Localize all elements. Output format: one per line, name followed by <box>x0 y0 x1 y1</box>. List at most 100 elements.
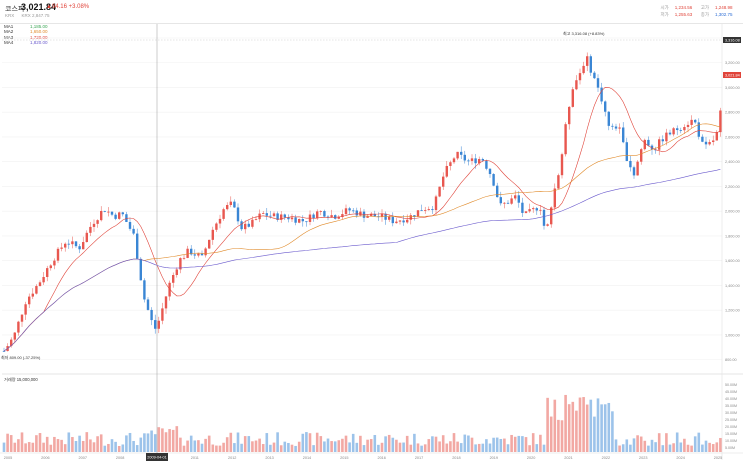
candle-body <box>510 198 513 204</box>
volume-bar <box>384 436 387 452</box>
candle-body <box>499 197 502 204</box>
close-label: 종가 <box>700 12 709 17</box>
candle-body <box>517 195 520 203</box>
volume-bar <box>20 432 24 452</box>
volume-bar <box>708 442 711 452</box>
volume-bar <box>294 445 297 452</box>
price-tick-label: 2,200.00 <box>725 185 740 189</box>
volume-bar <box>164 432 168 452</box>
candle-body <box>222 209 225 219</box>
candle-body <box>589 56 592 73</box>
volume-bar <box>233 443 236 452</box>
time-tick-label: 2013 <box>265 456 273 460</box>
volume-bar <box>632 438 636 452</box>
ohlc-panel: 시가 1,234.56 고가 1,248.98 저가 1,255.63 종가 1… <box>660 4 735 18</box>
volume-bar <box>67 432 71 452</box>
volume-bar <box>31 442 35 452</box>
candle-body <box>550 207 553 225</box>
candle-body <box>53 260 56 266</box>
candle-body <box>150 309 153 321</box>
volume-tick-label: 20.00M <box>725 425 737 429</box>
volume-label: 거래량 15,000,000 <box>4 376 38 383</box>
ma-legend-item[interactable]: MA1 1,185.00 <box>4 24 48 29</box>
candle-body <box>334 215 337 219</box>
candle-body <box>46 268 49 277</box>
candle-body <box>514 195 517 199</box>
volume-bar <box>17 439 20 452</box>
candle-body <box>614 126 618 129</box>
candle-body <box>686 124 690 128</box>
volume-bar <box>711 444 715 452</box>
volume-bar <box>531 433 535 452</box>
volume-bar <box>607 402 611 452</box>
candle-body <box>362 211 366 218</box>
volume-bar <box>114 441 117 452</box>
volume-bar <box>351 433 355 452</box>
candle-body <box>398 220 402 222</box>
close-value: 1,302.75 <box>715 12 733 17</box>
price-tick-label: 1,000.00 <box>725 333 740 337</box>
volume-bar <box>524 437 528 452</box>
candle-body <box>294 217 297 223</box>
candle-body <box>676 128 679 131</box>
price-tick-label: 3,200.00 <box>725 61 740 65</box>
candle-body <box>31 293 34 297</box>
candle-body <box>719 110 722 133</box>
volume-bar <box>474 444 477 452</box>
volume-bar <box>413 433 416 452</box>
candle-body <box>13 332 16 340</box>
candle-body <box>413 215 416 217</box>
volume-bar <box>546 397 549 452</box>
volume-bar <box>593 416 596 452</box>
volume-bar <box>261 444 265 452</box>
candle-body <box>488 168 492 175</box>
candle-body <box>683 127 686 131</box>
volume-bar <box>247 436 251 452</box>
ma-legend: MA1 1,185.00 MA2 1,650.00 MA3 1,720.00 M… <box>4 24 48 45</box>
candle-body <box>557 175 560 189</box>
volume-bar <box>578 397 582 452</box>
volume-tick-label: 15.00M <box>725 432 737 436</box>
candle-body <box>643 139 646 150</box>
volume-bar <box>661 445 665 452</box>
time-tick-label: 2017 <box>415 456 423 460</box>
candle-body <box>312 214 315 219</box>
volume-bar <box>391 437 395 452</box>
volume-bar <box>63 444 67 452</box>
current-price-tag <box>723 72 741 78</box>
candle-body <box>110 211 114 215</box>
volume-bar <box>701 444 704 452</box>
volume-bar <box>143 433 146 452</box>
volume-bar <box>9 435 13 452</box>
candle-body <box>146 299 150 310</box>
reference-value: KRX 2,847.75 <box>21 13 50 18</box>
volume-bar <box>24 443 27 452</box>
volume-bar <box>679 442 683 452</box>
high-annotation: 최고 3,316.08 (+8.83%) <box>563 30 605 36</box>
candle-body <box>564 124 567 155</box>
volume-bar <box>258 438 261 452</box>
volume-bar <box>470 437 474 452</box>
volume-bar <box>405 435 409 452</box>
candle-body <box>481 159 484 161</box>
time-tick-label: 2022 <box>602 456 610 460</box>
volume-bar <box>675 432 679 452</box>
candle-body <box>532 208 535 210</box>
candle-body <box>28 296 31 305</box>
candle-body <box>380 213 384 217</box>
ma-legend-item[interactable]: MA4 1,820.00 <box>4 40 48 45</box>
candle-body <box>402 220 405 223</box>
volume-bar <box>683 438 686 452</box>
volume-bar <box>647 445 650 452</box>
ticker-name[interactable]: 코스피 <box>5 6 25 13</box>
ma-name: MA1 <box>4 24 14 29</box>
candle-body <box>319 211 322 212</box>
volume-bar <box>168 429 171 452</box>
ma-legend-item[interactable]: MA2 1,650.00 <box>4 29 48 34</box>
ma-legend-item[interactable]: MA3 1,720.00 <box>4 35 48 40</box>
ma-name: MA2 <box>4 29 14 35</box>
volume-bar <box>182 445 186 452</box>
candle-body <box>280 214 283 220</box>
